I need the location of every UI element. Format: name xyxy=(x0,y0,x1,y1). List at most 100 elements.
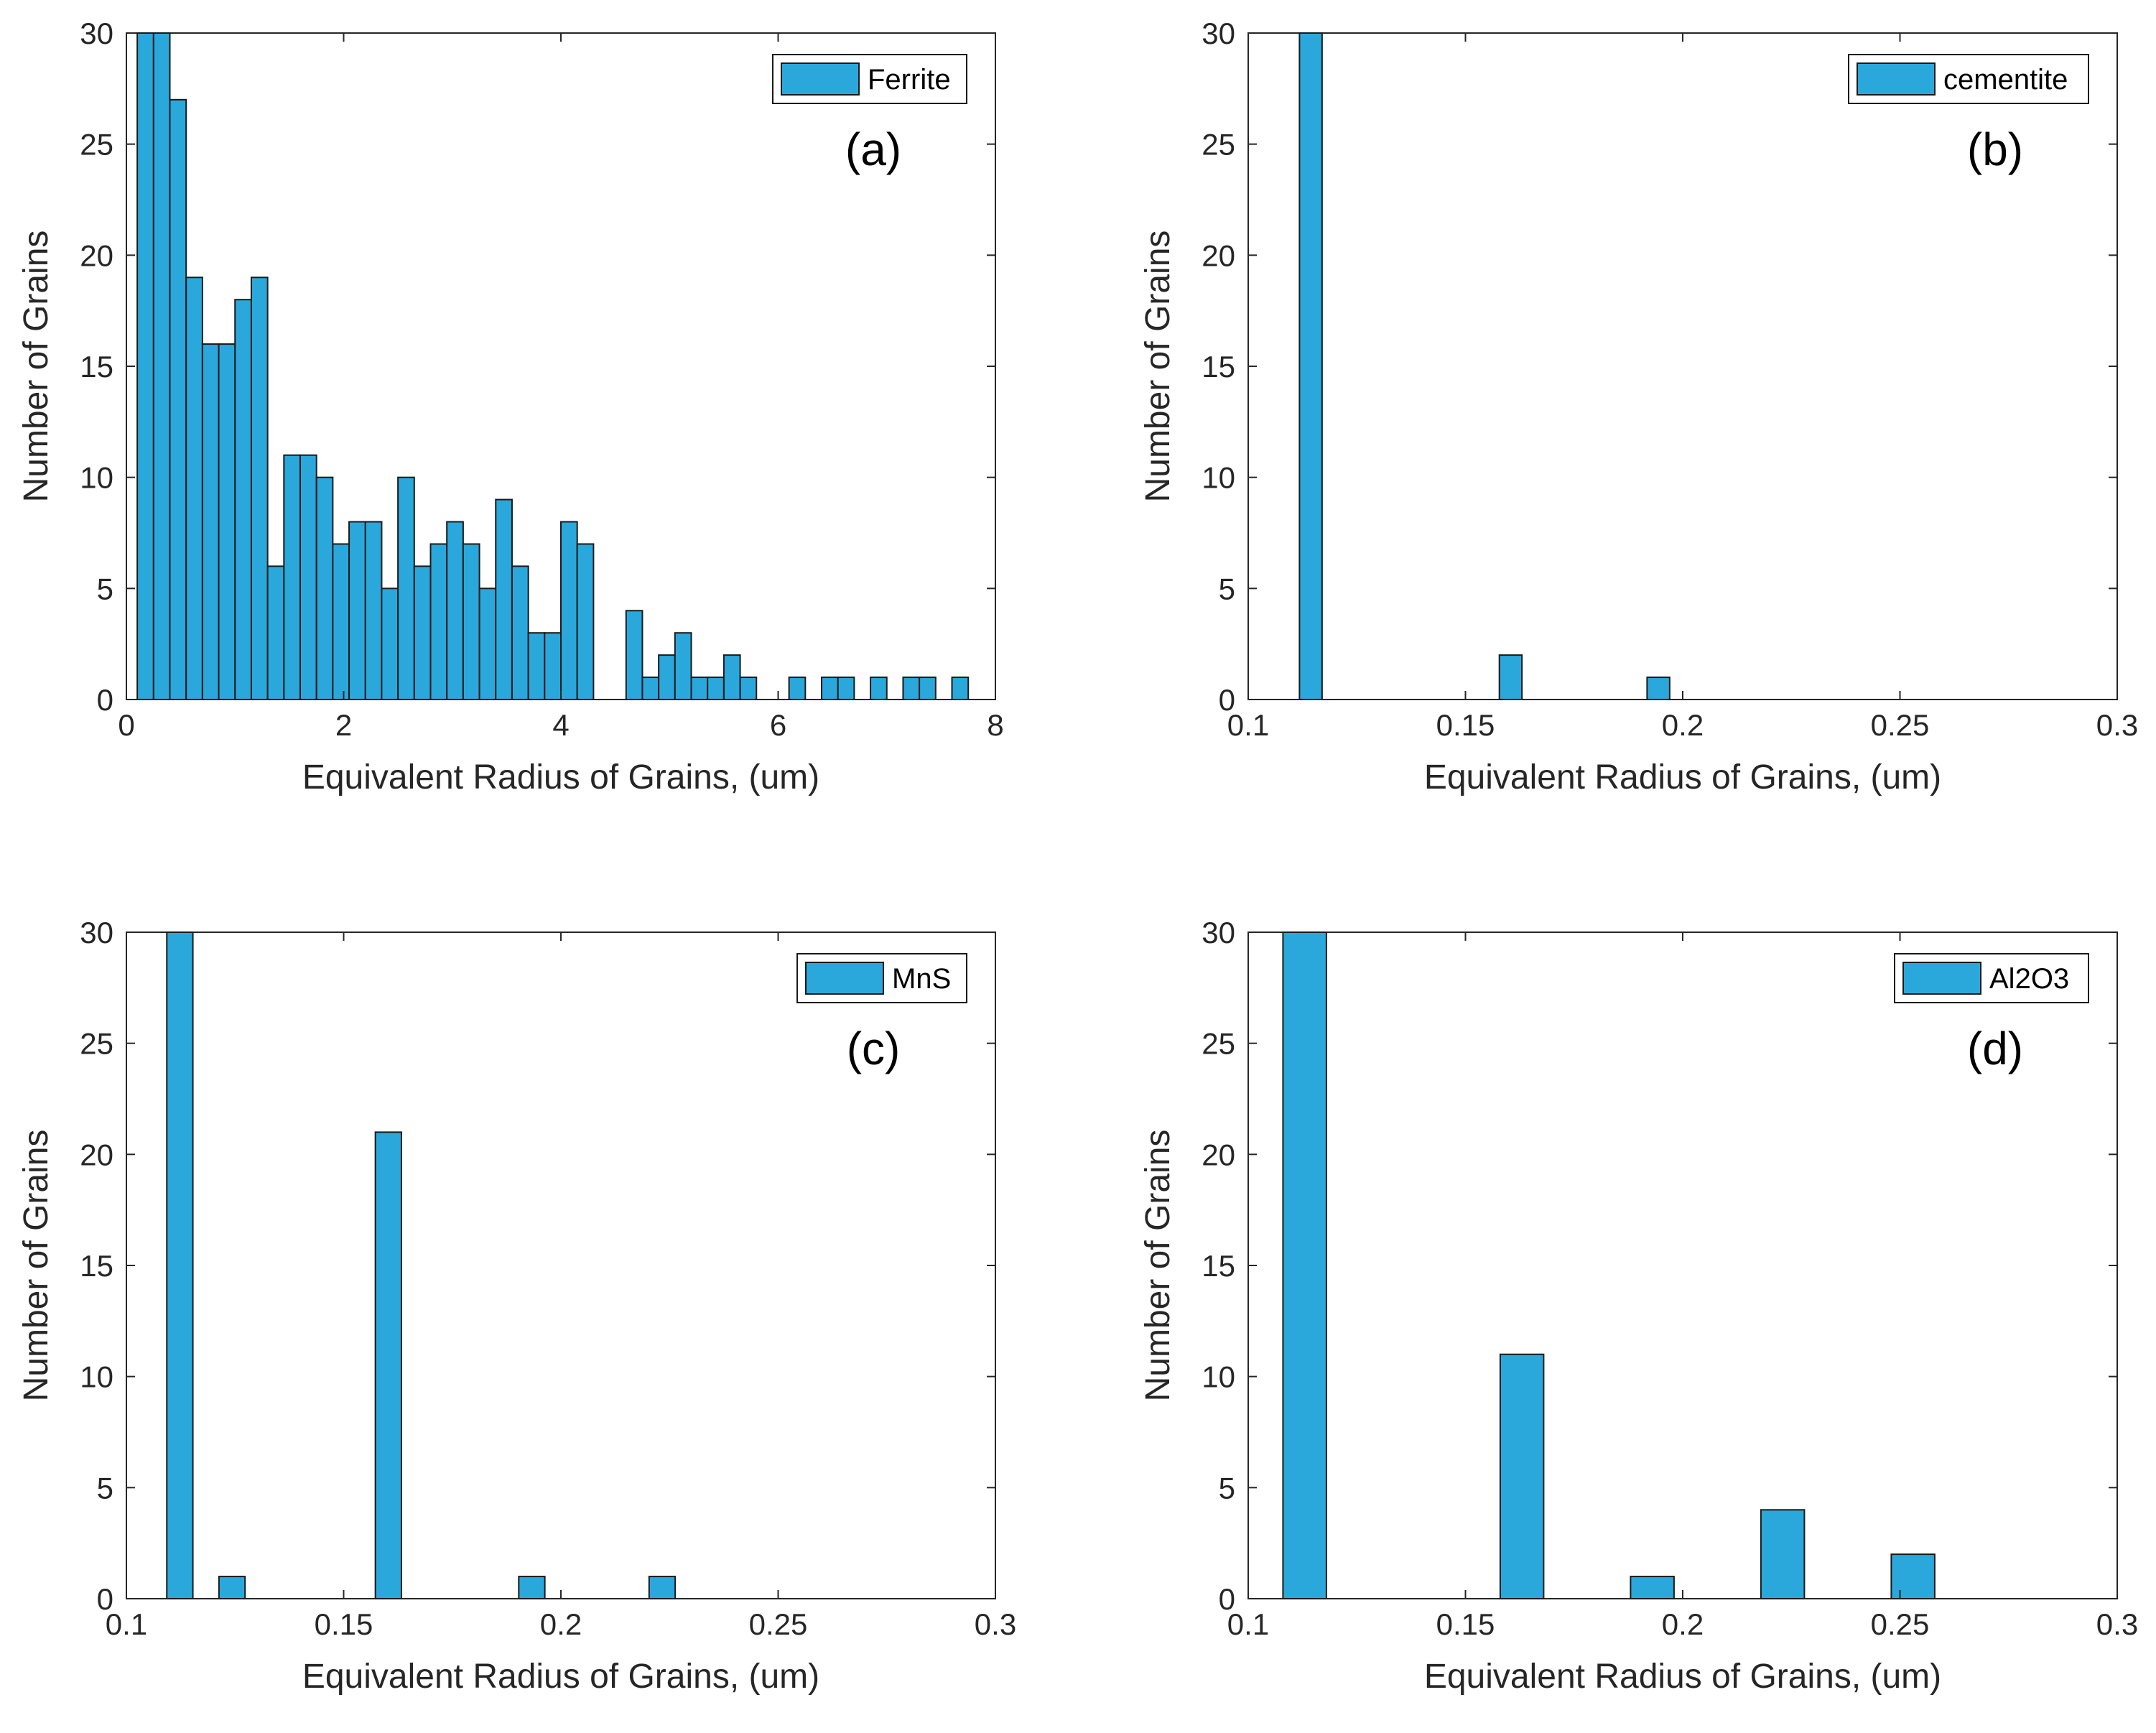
y-tick-label: 15 xyxy=(1202,1249,1235,1283)
panel-label: (a) xyxy=(845,124,901,175)
histogram-bar xyxy=(1282,931,1327,1599)
histogram-bar xyxy=(902,677,921,701)
tick-group: 0.1 0.15 0.2 0.25 0.3 0 5 10 15 20 25 30 xyxy=(1202,916,2138,1641)
y-tick-label: 20 xyxy=(1202,1138,1235,1171)
legend-swatch xyxy=(805,962,884,995)
histogram-bar xyxy=(641,677,660,701)
legend: cementite xyxy=(1848,54,2089,104)
y-tick-label: 20 xyxy=(1202,238,1235,272)
histogram-bar xyxy=(381,587,399,701)
legend: Al2O3 xyxy=(1894,953,2089,1003)
histogram-bar xyxy=(136,32,154,700)
y-axis-label: Number of Grains xyxy=(17,1130,55,1402)
y-tick-label: 15 xyxy=(80,350,113,384)
histogram-bar xyxy=(218,343,236,700)
histogram-bar xyxy=(495,498,513,700)
panel-b: 0.1 0.15 0.2 0.25 0.3 0 5 10 15 20 25 30 Equivalent… xyxy=(1139,17,2138,796)
histogram-bar xyxy=(201,343,220,700)
histogram-bar xyxy=(544,632,562,701)
y-tick-label: 10 xyxy=(1202,1360,1235,1394)
y-tick-label: 20 xyxy=(80,238,113,272)
tick-group: 0.1 0.15 0.2 0.25 0.3 0 5 10 15 20 25 30 xyxy=(80,916,1016,1641)
histogram-bar xyxy=(658,654,676,701)
x-tick-label: 0.1 xyxy=(106,1607,147,1641)
legend-label: Ferrite xyxy=(868,64,951,96)
y-tick-label: 0 xyxy=(97,683,113,717)
y-tick-label: 30 xyxy=(80,916,113,949)
y-tick-label: 5 xyxy=(97,1471,113,1505)
x-tick-label: 0.2 xyxy=(1662,708,1704,742)
y-tick-label: 30 xyxy=(80,17,113,50)
tick-group: 0 2 4 6 8 0 5 10 15 20 25 30 xyxy=(80,17,1003,742)
histogram-bar xyxy=(413,565,432,701)
x-tick-label: 0.3 xyxy=(2096,708,2138,742)
histogram-bar xyxy=(478,587,497,701)
y-tick-label: 30 xyxy=(1202,17,1235,50)
histogram-bar xyxy=(511,565,529,701)
y-tick-label: 5 xyxy=(97,572,113,605)
y-tick-label: 5 xyxy=(1219,1471,1235,1505)
histogram-bar xyxy=(648,1576,677,1600)
x-axis-label: Equivalent Radius of Grains, (um) xyxy=(1424,1658,1941,1696)
histogram-bar xyxy=(576,543,595,700)
histogram-bar xyxy=(1630,1576,1675,1600)
legend: MnS xyxy=(796,953,967,1003)
histogram-bar xyxy=(364,521,383,701)
bar-group xyxy=(1298,32,1671,701)
bar-group xyxy=(136,32,970,701)
x-tick-label: 0.15 xyxy=(1436,708,1495,742)
x-tick-label: 4 xyxy=(552,708,569,742)
histogram-bar xyxy=(283,454,301,700)
tick-group: 0.1 0.15 0.2 0.25 0.3 0 5 10 15 20 25 30 xyxy=(1202,17,2138,742)
y-tick-label: 15 xyxy=(80,1249,113,1283)
histogram-bar xyxy=(462,543,480,700)
x-axis-label: Equivalent Radius of Grains, (um) xyxy=(302,1658,819,1696)
histogram-bar xyxy=(397,476,415,700)
legend-label: cementite xyxy=(1943,64,2068,96)
histogram-bar xyxy=(1498,654,1523,701)
histogram-bar xyxy=(250,277,269,700)
histogram-bar xyxy=(870,677,888,701)
histogram-bar xyxy=(674,632,692,701)
histogram-bar xyxy=(518,1576,546,1600)
histogram-bar xyxy=(332,543,350,700)
legend-label: MnS xyxy=(892,963,951,995)
x-tick-label: 0 xyxy=(118,708,134,742)
histogram-bar xyxy=(821,677,839,701)
y-tick-label: 25 xyxy=(1202,128,1235,162)
legend-label: Al2O3 xyxy=(1989,963,2069,995)
legend-swatch xyxy=(781,62,860,96)
y-axis-label: Number of Grains xyxy=(1139,1130,1177,1402)
legend: Ferrite xyxy=(772,54,967,104)
x-tick-label: 6 xyxy=(770,708,786,742)
histogram-bar xyxy=(739,677,758,701)
histogram-bar xyxy=(788,677,807,701)
x-tick-label: 0.1 xyxy=(1227,1607,1269,1641)
y-tick-label: 25 xyxy=(1202,1027,1235,1061)
y-axis-label: Number of Grains xyxy=(17,231,55,503)
y-tick-label: 5 xyxy=(1219,572,1235,605)
y-tick-label: 25 xyxy=(80,1027,113,1061)
y-tick-label: 10 xyxy=(80,461,113,495)
y-tick-label: 0 xyxy=(1219,683,1235,717)
x-tick-label: 0.25 xyxy=(749,1607,808,1641)
x-axis-label: Equivalent Radius of Grains, (um) xyxy=(1424,758,1941,796)
histogram-bar xyxy=(707,677,725,701)
histogram-bar xyxy=(429,543,448,700)
histogram-bar xyxy=(722,654,741,701)
x-tick-label: 0.3 xyxy=(975,1607,1016,1641)
histogram-bar xyxy=(218,1576,246,1600)
x-tick-label: 0.25 xyxy=(1871,1607,1930,1641)
bar-group xyxy=(166,931,677,1600)
y-tick-label: 25 xyxy=(80,128,113,162)
histogram-bar xyxy=(185,277,203,700)
y-axis-label: Number of Grains xyxy=(1139,231,1177,503)
x-tick-label: 0.2 xyxy=(540,1607,582,1641)
histogram-bar xyxy=(625,610,643,701)
histogram-bar xyxy=(446,521,464,701)
histogram-bar xyxy=(234,299,252,700)
histogram-bar xyxy=(527,632,546,701)
histogram-bar xyxy=(348,521,366,701)
histogram-bar xyxy=(152,32,171,700)
